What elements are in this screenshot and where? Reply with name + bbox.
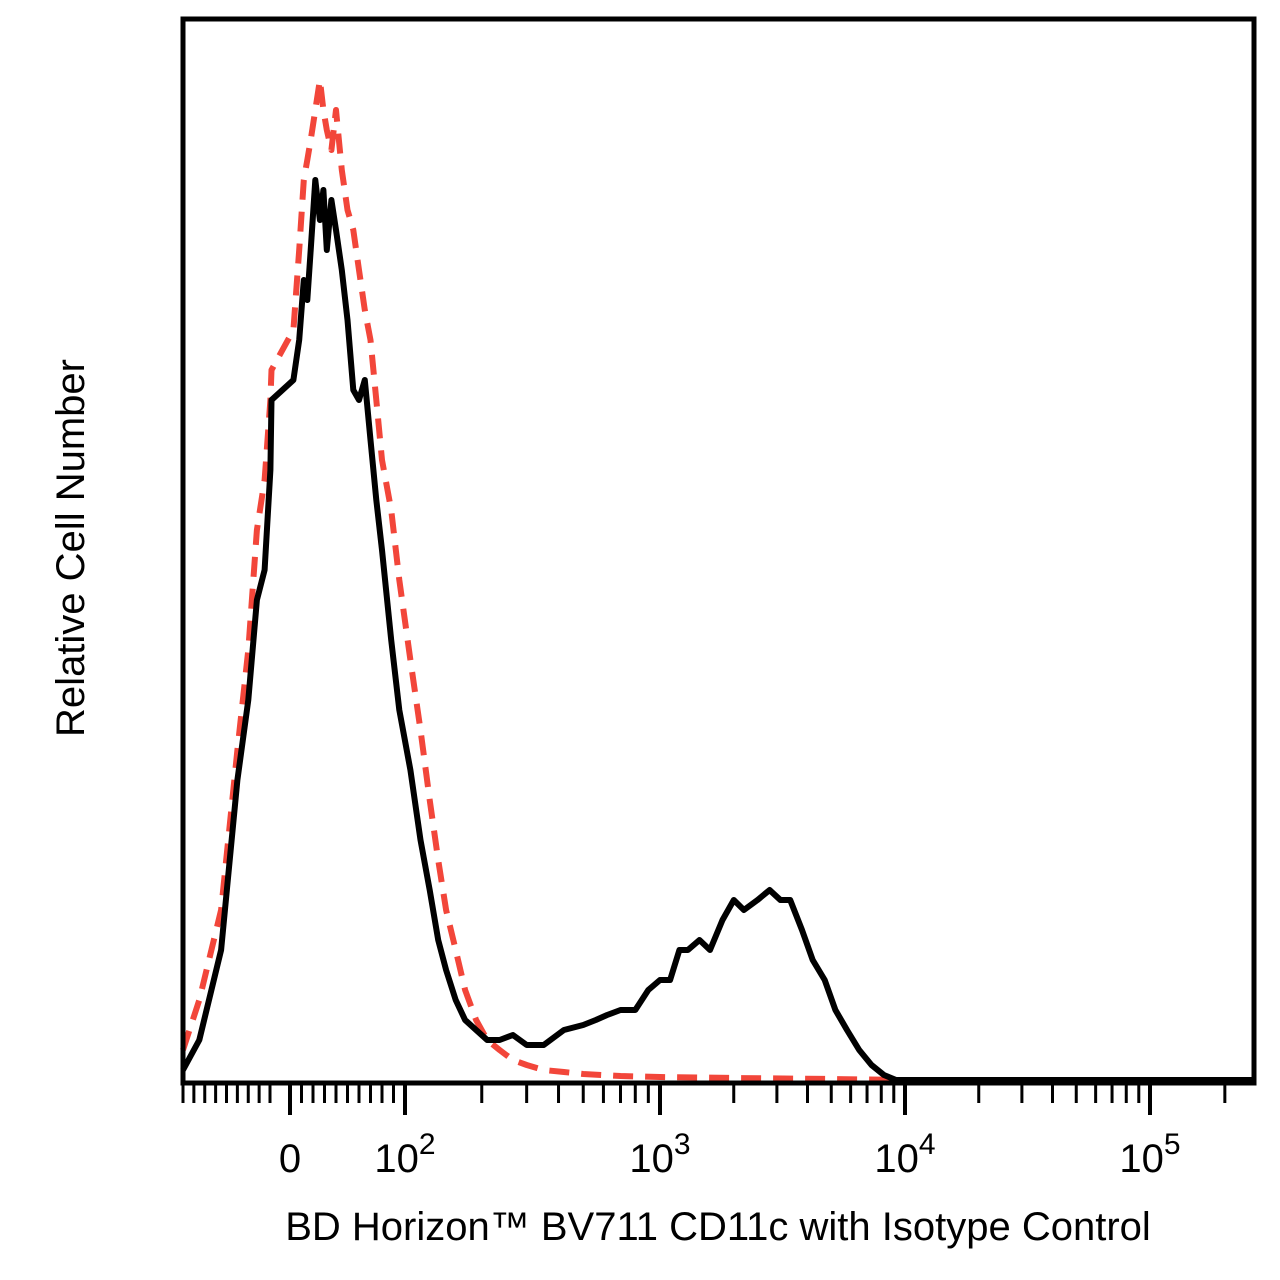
x-tick-label: 102 (374, 1128, 435, 1181)
y-axis-title: Relative Cell Number (49, 359, 93, 737)
cd11c-histogram-line (180, 177, 1254, 1083)
x-axis-tick-labels: 0 102 103 104 105 (279, 1128, 1181, 1181)
x-axis-ticks (181, 1085, 1227, 1115)
x-tick-label: 103 (629, 1128, 690, 1181)
plot-frame (180, 16, 1257, 1086)
x-axis-title: BD Horizon™ BV711 CD11c with Isotype Con… (285, 1205, 1151, 1249)
x-tick-label: 0 (279, 1137, 301, 1181)
plot-series (180, 77, 1254, 1083)
isotype-control-histogram-line (180, 77, 1254, 1083)
x-tick-label: 104 (874, 1128, 935, 1181)
x-tick-label: 105 (1119, 1128, 1180, 1181)
